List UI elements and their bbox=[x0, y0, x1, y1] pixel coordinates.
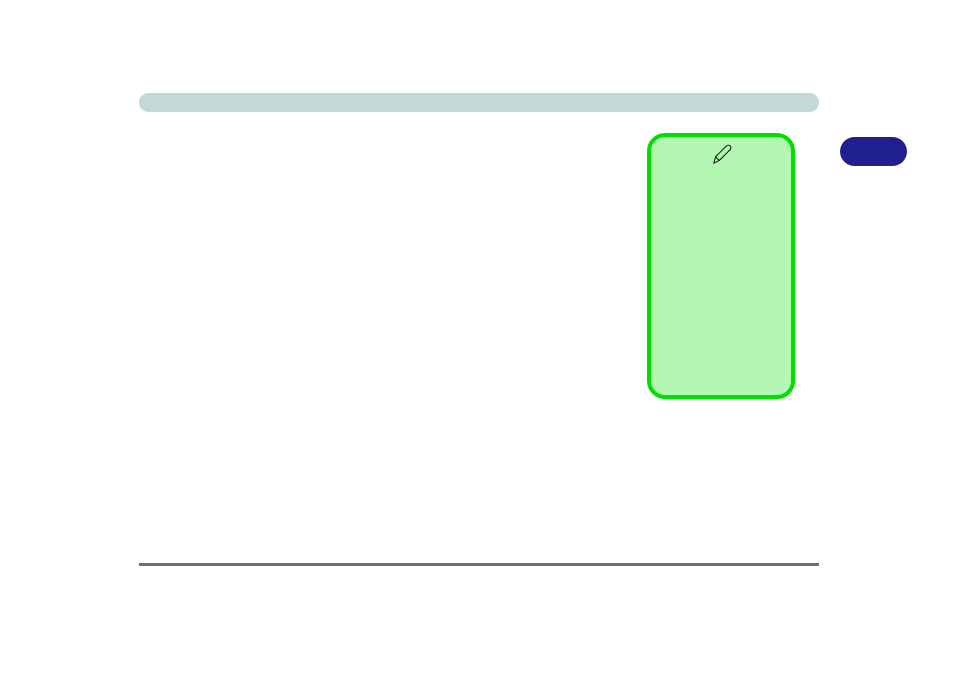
highlight-card[interactable] bbox=[647, 133, 795, 399]
stage bbox=[0, 0, 954, 673]
pen-icon bbox=[711, 144, 733, 166]
divider bbox=[139, 563, 819, 566]
top-bar bbox=[139, 93, 819, 112]
pen-svg bbox=[711, 144, 733, 166]
primary-pill-button[interactable] bbox=[840, 137, 907, 166]
